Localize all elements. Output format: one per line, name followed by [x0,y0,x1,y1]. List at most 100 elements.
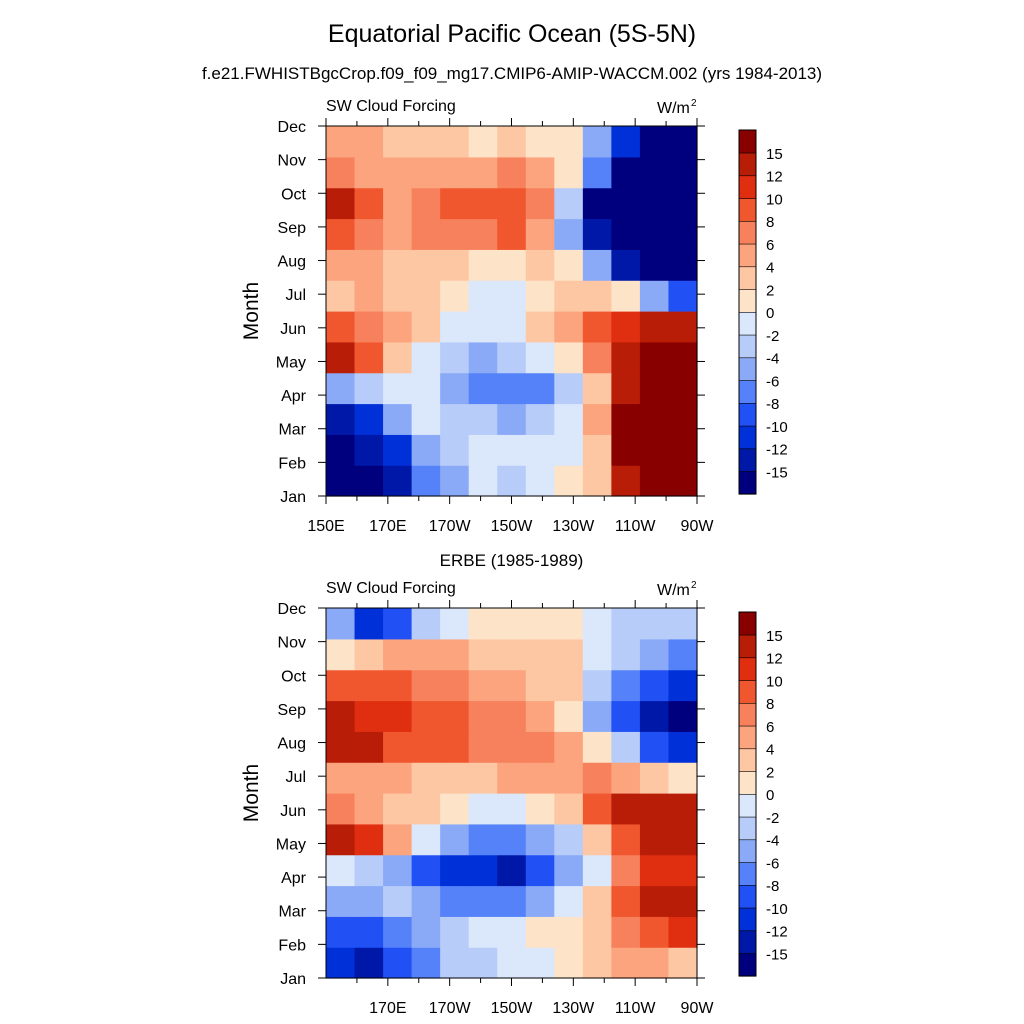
heatmap-cell [582,249,612,281]
heatmap-cell [525,885,555,917]
y-tick-label: Jun [280,321,306,338]
heatmap-cell [326,156,356,189]
heatmap-cell [468,372,498,405]
heatmap-cell [639,793,670,825]
heatmap-cell [639,465,670,497]
heatmap-cell [497,885,527,917]
heatmap-cell [582,916,612,948]
heatmap-cell [611,731,641,763]
heatmap-cell [440,793,470,825]
heatmap-cell [582,187,612,220]
colorbar-label: 10 [766,673,783,690]
heatmap-cell [411,854,441,887]
colorbar-swatch [738,816,757,841]
heatmap-cell [440,916,470,948]
heatmap-cell [326,638,356,671]
heatmap-cell [383,731,413,763]
heatmap-cell [582,762,612,794]
heatmap-cell [554,608,584,640]
heatmap-cell [468,403,498,435]
colorbar-swatch [738,725,757,750]
colorbar-label: 15 [766,146,783,163]
heatmap-cell [440,280,470,312]
heatmap-cell [383,341,413,374]
heatmap-cell [639,126,670,158]
heatmap-cell [525,854,555,887]
heatmap-cell [326,762,356,794]
colorbar-frame [738,611,757,977]
heatmap-cell [582,218,612,250]
unit-superscript: 2 [691,98,697,109]
colorbar-label: 0 [766,787,774,804]
heatmap-cell [554,916,584,948]
heatmap-cell [326,341,356,374]
heatmap-cell [411,669,441,702]
y-tick-label: Feb [278,937,306,954]
heatmap-cell [354,700,384,732]
unit-label: W/m [657,100,690,117]
heatmap-cell [326,700,356,732]
heatmap-cell [411,793,441,825]
bottom-panel: ERBE (1985-1989) SW Cloud Forcing W/m 2 Jan F… [0,482,1024,1017]
heatmap-cell [668,608,698,640]
colorbar-label: 15 [766,628,783,645]
heatmap-cell [497,465,527,497]
heatmap-cell [354,947,384,979]
heatmap-cell [383,823,413,856]
heatmap-cell [326,916,356,948]
heatmap-cell [582,126,612,158]
heatmap-cell [525,218,555,250]
colorbar-label: 4 [766,742,774,759]
heatmap-cell [326,403,356,435]
heatmap-cell [440,218,470,250]
heatmap-cell [383,762,413,794]
heatmap-cell [411,341,441,374]
heatmap-cell [411,187,441,220]
colorbar-swatch [738,611,757,636]
heatmap-cell [554,854,584,887]
heatmap-cell [668,311,698,343]
colorbar-swatch [738,679,757,704]
heatmap-cell [326,187,356,220]
heatmap-cell [639,947,670,979]
heatmap-cell [383,700,413,732]
colorbar-swatch [738,839,757,863]
heatmap-cell [326,465,356,497]
heatmap-cell [468,608,498,640]
heatmap-cell [525,916,555,948]
heatmap-cell [611,793,641,825]
colorbar-label: -10 [766,901,788,918]
colorbar-frame [738,129,757,495]
heatmap-cell [468,916,498,948]
x-tick-label: 130W [552,1000,595,1017]
heatmap-cell [582,280,612,312]
y-tick-label: Jul [286,287,306,304]
heatmap-cell [582,156,612,189]
heatmap-cell [525,156,555,189]
colorbar-label: 6 [766,719,774,736]
heatmap-cell [554,823,584,856]
colorbar-swatch [738,311,757,336]
heatmap-cell [497,311,527,343]
heatmap-cell [468,854,498,887]
heatmap-cell [525,700,555,732]
heatmap-cell [582,403,612,435]
heatmap-cell [354,156,384,189]
heatmap-cell [525,249,555,281]
heatmap-cell [582,700,612,732]
heatmap-cell [440,187,470,220]
heatmap-cell [668,465,698,497]
heatmap-cell [383,218,413,250]
heatmap-cell [411,731,441,763]
heatmap-cell [582,465,612,497]
heatmap-cell [554,218,584,250]
y-tick-label: Apr [281,388,307,405]
heatmap-cell [611,434,641,466]
x-tick-label: 150E [307,518,344,535]
heatmap-cell [497,916,527,948]
heatmap-cell [525,465,555,497]
heatmap-cell [668,341,698,374]
heatmap-cell [668,280,698,312]
heatmap-cell [497,947,527,979]
top-heatmap-plot: SW Cloud Forcing W/m 2JanFebMarAprMayJunJu… [240,98,788,535]
